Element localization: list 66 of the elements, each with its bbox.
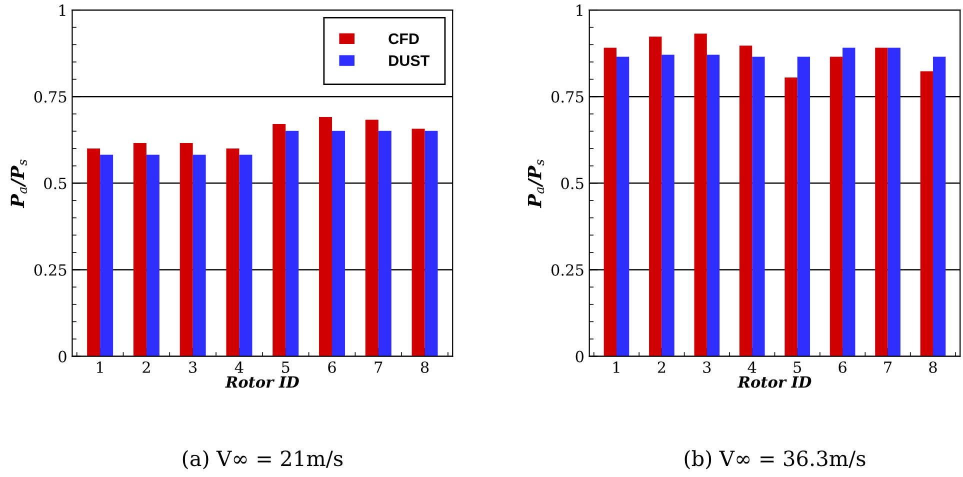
bar bbox=[226, 148, 240, 356]
x-tick-label: 4 bbox=[748, 361, 756, 373]
bar bbox=[87, 148, 100, 356]
y-tick-label: 0 bbox=[58, 350, 66, 362]
y-tick-label: 0.75 bbox=[551, 91, 584, 103]
x-tick-label: 5 bbox=[282, 362, 290, 374]
bar bbox=[192, 154, 206, 356]
y-tick-label: 1 bbox=[60, 4, 66, 16]
bar bbox=[752, 56, 765, 356]
x-tick-label: 2 bbox=[142, 361, 150, 373]
bar bbox=[784, 78, 798, 356]
x-tick-label: 7 bbox=[884, 362, 892, 373]
bar bbox=[332, 130, 345, 356]
x-tick-label: 8 bbox=[929, 361, 937, 374]
bar bbox=[100, 154, 114, 356]
bar bbox=[286, 130, 299, 356]
bar bbox=[920, 71, 933, 356]
legend-label: CFD bbox=[388, 33, 419, 44]
y-tick-label: 0.5 bbox=[561, 178, 584, 190]
bar bbox=[662, 54, 674, 356]
x-tick-label: 1 bbox=[613, 361, 620, 373]
bar bbox=[133, 142, 146, 356]
bar bbox=[616, 56, 630, 356]
legend-label: DUST bbox=[389, 55, 430, 66]
bar bbox=[932, 56, 946, 356]
y-tick-label: 0.75 bbox=[34, 91, 66, 103]
bar bbox=[365, 120, 378, 356]
y-tick-label: 0.25 bbox=[551, 264, 584, 276]
x-tick-label: 4 bbox=[234, 361, 244, 373]
y-tick-label: 0 bbox=[576, 350, 584, 362]
x-tick-label: 6 bbox=[328, 361, 336, 374]
x-tick-label: 5 bbox=[794, 362, 802, 374]
y-tick-label: 0.25 bbox=[34, 264, 66, 276]
y-tick-label: 0.5 bbox=[44, 178, 66, 190]
bar bbox=[412, 128, 425, 356]
text: (b) V∞ = 36.3m/s bbox=[684, 450, 866, 470]
bar bbox=[424, 130, 438, 356]
bar bbox=[146, 154, 160, 356]
y-tick-label: 1 bbox=[576, 4, 582, 16]
bar bbox=[875, 48, 888, 356]
x-tick-label: 2 bbox=[658, 361, 666, 373]
bar bbox=[180, 142, 193, 356]
x-axis-title: Rotor ID bbox=[737, 376, 812, 388]
bar bbox=[604, 48, 616, 356]
bar bbox=[842, 48, 856, 356]
bar bbox=[272, 124, 286, 356]
bar bbox=[706, 54, 720, 356]
bar bbox=[378, 130, 392, 356]
bar bbox=[319, 117, 332, 356]
y-axis-title: P$_{a}$/P$_{s}$ bbox=[10, 160, 28, 208]
x-tick-label: 1 bbox=[97, 361, 103, 373]
text: (a) V∞ = 21m/s bbox=[182, 450, 343, 470]
y-axis-title: P$_{a}$/P$_{s}$ bbox=[528, 160, 544, 208]
bar bbox=[888, 48, 900, 356]
bar bbox=[694, 34, 707, 356]
x-tick-label: 6 bbox=[838, 361, 846, 374]
x-axis-title: Rotor ID bbox=[225, 376, 299, 388]
bar bbox=[830, 56, 843, 356]
x-tick-label: 3 bbox=[189, 361, 197, 374]
x-tick-label: 7 bbox=[374, 362, 382, 373]
x-tick-label: 8 bbox=[420, 361, 429, 374]
bar bbox=[239, 154, 252, 356]
bar bbox=[739, 46, 752, 356]
bar bbox=[797, 56, 810, 356]
bar bbox=[649, 36, 662, 356]
x-tick-label: 3 bbox=[703, 361, 711, 374]
